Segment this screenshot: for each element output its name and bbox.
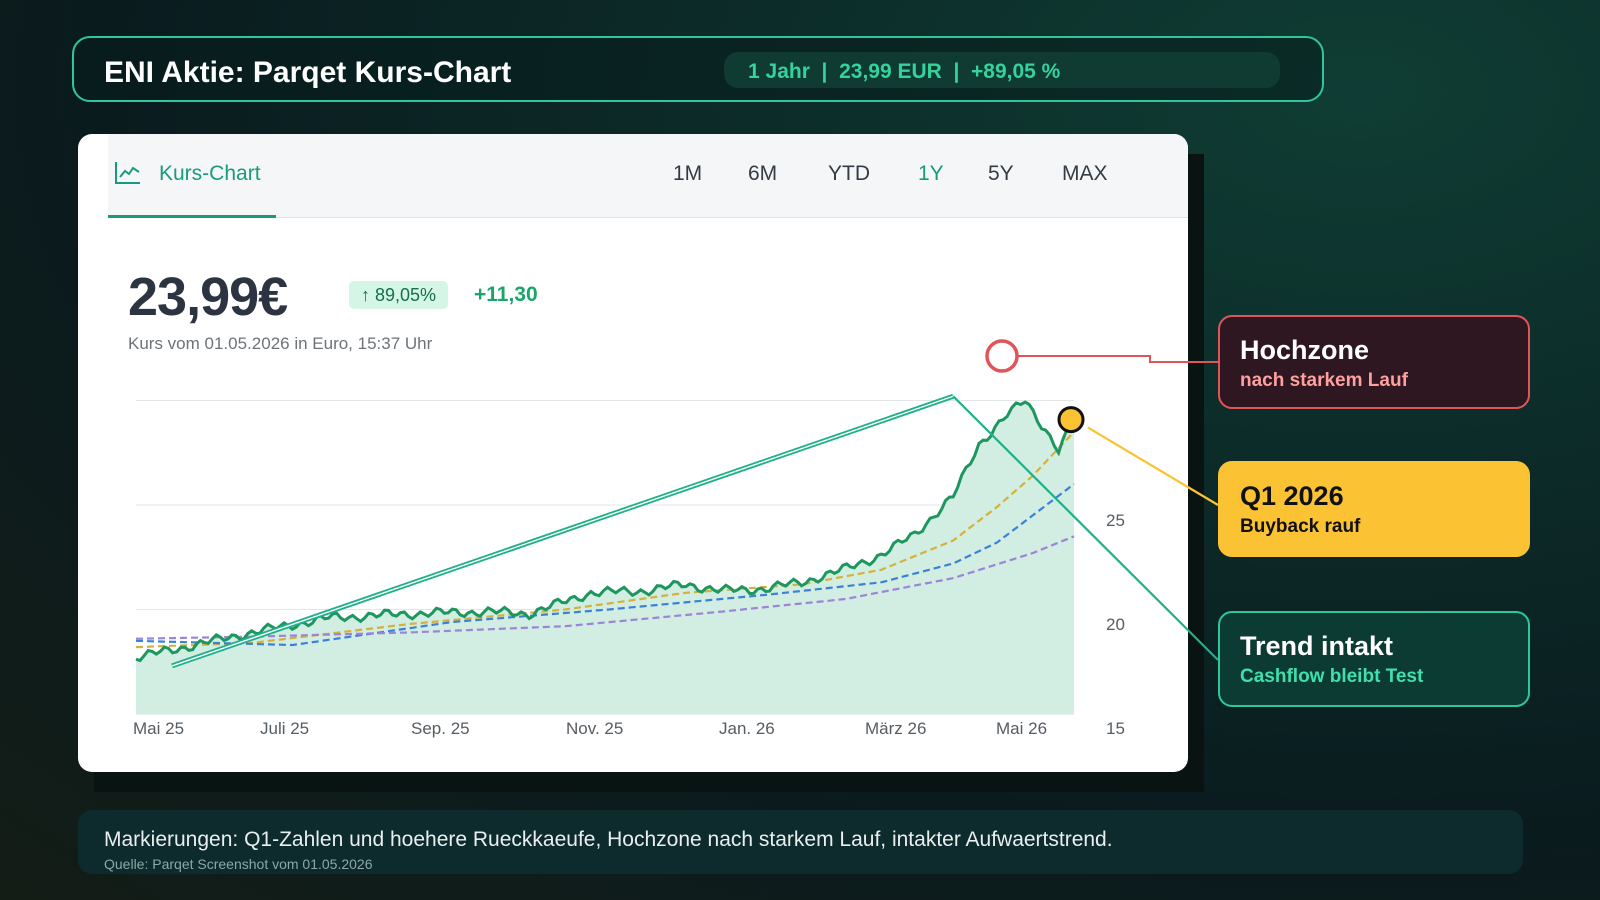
range-ytd-button[interactable]: YTD <box>828 162 870 185</box>
footer-text: Markierungen: Q1-Zahlen und hoehere Ruec… <box>104 828 1113 851</box>
tab-label: Kurs-Chart <box>159 162 261 185</box>
callout-trend-intakt: Trend intakt Cashflow bleibt Test <box>1218 611 1530 707</box>
absolute-change: +11,30 <box>474 283 538 306</box>
stats-pill: 1 Jahr | 23,99 EUR | +89,05 % <box>724 52 1280 88</box>
x-tick-label: Mai 26 <box>996 719 1048 738</box>
header-banner: ENI Aktie: Parqet Kurs-Chart 1 Jahr | 23… <box>72 36 1324 102</box>
x-tick-label: Juli 25 <box>260 719 310 738</box>
callout-q1-2026: Q1 2026 Buyback rauf <box>1218 461 1530 557</box>
percent-change-badge: ↑ 89,05% <box>349 281 449 309</box>
x-tick-label: März 26 <box>865 719 927 738</box>
tab-underline <box>108 215 276 218</box>
range-max-button[interactable]: MAX <box>1062 162 1108 185</box>
sma-mid-line <box>135 483 1075 647</box>
callout-subtitle: Buyback rauf <box>1240 516 1361 537</box>
x-tick-label: Mai 25 <box>133 719 185 738</box>
callout-title: Trend intakt <box>1240 631 1394 661</box>
hochzone-marker <box>985 339 1019 373</box>
callout-hochzone: Hochzone nach starkem Lauf <box>1218 315 1530 409</box>
x-tick-label: Sep. 25 <box>411 719 470 738</box>
y-tick-label: 20 <box>1106 615 1125 634</box>
price-area <box>136 402 1074 714</box>
range-1m-button[interactable]: 1M <box>673 162 703 185</box>
price-caption: Kurs vom 01.05.2026 in Euro, 15:37 Uhr <box>128 334 433 353</box>
callout-subtitle: nach starkem Lauf <box>1240 370 1408 391</box>
footer: Markierungen: Q1-Zahlen und hoehere Ruec… <box>78 810 1523 874</box>
page-title: ENI Aktie: Parqet Kurs-Chart <box>104 56 512 89</box>
x-tick-label: Nov. 25 <box>566 719 624 738</box>
y-tick-label: 25 <box>1106 511 1125 530</box>
range-5y-button[interactable]: 5Y <box>988 162 1014 185</box>
callout-title: Hochzone <box>1240 335 1370 365</box>
range-6m-button[interactable]: 6M <box>748 162 778 185</box>
range-1y-button[interactable]: 1Y <box>918 162 944 185</box>
sma-long-line <box>136 535 1075 640</box>
hochzone-connector <box>1017 355 1218 363</box>
line-chart-icon <box>115 162 140 184</box>
price-line <box>135 400 1076 663</box>
x-tick-label: Jan. 26 <box>719 719 775 738</box>
footer-source: Quelle: Parqet Screenshot vom 01.05.2026 <box>104 856 373 872</box>
callout-subtitle: Cashflow bleibt Test <box>1240 666 1424 687</box>
tab-kurs-chart[interactable]: Kurs-Chart <box>108 134 276 218</box>
y-tick-label: 15 <box>1106 719 1125 738</box>
card-header: Kurs-Chart 1M 6M YTD 1Y 5Y MAX <box>108 134 1188 218</box>
sma-short-line <box>135 431 1075 649</box>
stats-text: 1 Jahr | 23,99 EUR | +89,05 % <box>748 60 1061 83</box>
callout-title: Q1 2026 <box>1240 481 1344 511</box>
current-price: 23,99€ <box>128 267 288 327</box>
q1-marker <box>1057 406 1085 434</box>
trend-connector <box>952 395 1219 661</box>
q1-connector <box>1087 426 1219 506</box>
trend-line-inner <box>171 395 954 667</box>
